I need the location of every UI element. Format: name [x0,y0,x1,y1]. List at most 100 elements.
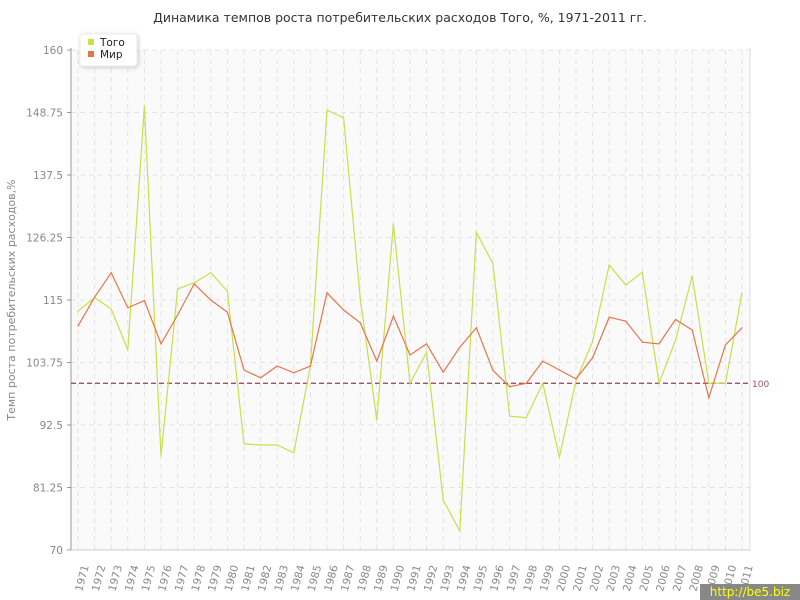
data-point[interactable] [392,223,394,225]
data-point[interactable] [326,109,328,111]
data-point[interactable] [226,311,228,313]
data-point[interactable] [575,378,577,380]
data-point[interactable] [392,315,394,317]
x-tick-label: 1989 [372,564,391,593]
data-point[interactable] [608,316,610,318]
data-point[interactable] [525,382,527,384]
watermark[interactable]: http://be5.biz [700,584,800,600]
data-point[interactable] [509,415,511,417]
data-point[interactable] [409,382,411,384]
legend-label-togo[interactable]: Того [99,37,125,49]
data-point[interactable] [260,377,262,379]
data-point[interactable] [177,314,179,316]
data-point[interactable] [110,272,112,274]
data-point[interactable] [326,292,328,294]
data-point[interactable] [293,452,295,454]
y-tick-label: 160 [43,45,63,57]
data-point[interactable] [691,329,693,331]
data-point[interactable] [724,344,727,346]
data-point[interactable] [558,369,561,371]
data-point[interactable] [658,343,660,345]
data-point[interactable] [110,308,112,310]
data-point[interactable] [625,320,627,322]
data-point[interactable] [426,351,428,353]
data-point[interactable] [675,318,677,321]
data-point[interactable] [592,357,594,359]
data-point[interactable] [442,371,444,373]
data-point[interactable] [160,343,162,345]
x-tick-label: 1995 [472,564,491,593]
data-point[interactable] [376,360,378,362]
data-point[interactable] [359,297,361,299]
data-point[interactable] [376,419,378,421]
y-axis-label: Темп роста потребительских расходов,% [5,179,18,421]
data-point[interactable] [741,292,743,294]
data-point[interactable] [625,284,627,286]
x-tick-label: 1971 [73,564,92,593]
data-point[interactable] [77,325,79,327]
data-point[interactable] [276,365,278,367]
data-point[interactable] [276,444,278,446]
data-point[interactable] [226,290,228,292]
data-point[interactable] [592,341,594,343]
data-point[interactable] [143,299,145,302]
x-tick-label: 2007 [671,564,690,593]
data-point[interactable] [542,382,544,384]
data-point[interactable] [210,272,212,274]
data-point[interactable] [708,397,710,399]
x-tick-label: 1993 [439,564,458,593]
data-point[interactable] [658,382,660,384]
data-point[interactable] [475,327,477,329]
data-point[interactable] [127,307,129,309]
data-point[interactable] [293,372,295,374]
data-point[interactable] [243,443,245,445]
x-tick-label: 1978 [190,564,209,593]
data-point[interactable] [343,309,345,311]
data-point[interactable] [608,264,610,266]
data-point[interactable] [210,299,212,301]
data-point[interactable] [193,283,195,285]
data-point[interactable] [641,341,644,343]
data-point[interactable] [309,365,311,367]
data-point[interactable] [675,339,677,341]
data-point[interactable] [492,263,494,265]
reference-line-label: 100 [752,380,769,390]
data-point[interactable] [542,360,544,362]
data-point[interactable] [509,386,511,388]
data-point[interactable] [492,369,494,372]
data-point[interactable] [459,530,461,532]
data-point[interactable] [459,346,461,348]
x-tick-label: 1980 [223,564,242,593]
data-point[interactable] [243,369,245,371]
data-point[interactable] [525,417,527,419]
data-point[interactable] [691,275,693,277]
data-point[interactable] [575,379,577,382]
data-point[interactable] [708,382,710,384]
data-point[interactable] [160,455,162,457]
data-point[interactable] [558,456,561,458]
data-point[interactable] [359,322,361,324]
data-point[interactable] [409,354,411,356]
data-point[interactable] [426,343,428,345]
x-tick-label: 1990 [389,564,408,593]
data-point[interactable] [343,117,345,119]
data-point[interactable] [442,499,444,501]
legend-label-world[interactable]: Мир [100,49,123,61]
x-tick-label: 1975 [140,564,159,593]
data-point[interactable] [143,105,145,107]
legend-swatch-world [88,51,94,57]
x-tick-label: 2001 [571,564,590,593]
data-point[interactable] [77,310,79,312]
data-point[interactable] [193,282,195,284]
data-point[interactable] [475,231,477,233]
x-tick-label: 1996 [488,564,507,593]
data-point[interactable] [177,288,179,290]
data-point[interactable] [94,296,96,298]
data-point[interactable] [127,349,129,351]
data-point[interactable] [741,327,743,329]
data-point[interactable] [260,444,262,446]
data-point[interactable] [724,382,727,384]
data-point[interactable] [641,271,644,273]
y-tick-label: 115 [43,295,63,307]
